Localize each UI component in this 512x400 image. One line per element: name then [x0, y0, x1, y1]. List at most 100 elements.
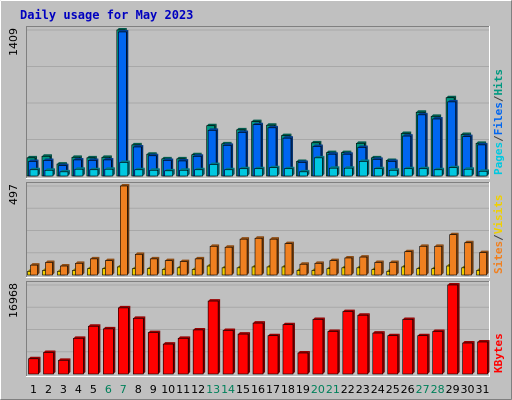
bar-files-day-11-top: [178, 158, 189, 161]
bar-kbytes-day-17-face: [267, 335, 279, 375]
bar-kbytes-day-19: [297, 351, 310, 375]
bar-pages-day-7-face: [119, 162, 129, 177]
bar-kbytes-day-13: [207, 299, 221, 375]
bar-sites-day-28-side: [441, 244, 444, 275]
bar-sites-day-2: [45, 260, 55, 276]
bar-files-day-28-side: [440, 117, 443, 176]
bar-kbytes-day-25-side: [397, 333, 400, 374]
bar-files-day-4-top: [73, 157, 84, 160]
bar-files-day-13-top: [208, 128, 219, 131]
x-tick-label: 5: [90, 383, 97, 396]
bar-pages-day-11-side: [187, 168, 190, 176]
x-tick-label: 13: [206, 383, 220, 396]
bar-hits-day-23-top: [356, 141, 367, 144]
bar-sites-day-19-top: [299, 262, 309, 265]
bar-kbytes-day-2: [43, 350, 56, 375]
bar-sites-day-6: [105, 258, 115, 276]
bar-sites-day-30-top: [464, 240, 474, 243]
bar-kbytes-day-7-side: [128, 305, 131, 374]
bar-kbytes-day-17: [267, 333, 280, 375]
bar-pages-day-25: [388, 168, 400, 177]
bar-sites-day-9-top: [150, 256, 160, 259]
bar-sites-day-20-side: [321, 261, 324, 275]
bar-files-day-26-top: [402, 134, 413, 137]
bar-sites-day-2-top: [45, 260, 55, 263]
bar-sites-day-4-face: [75, 263, 83, 276]
bar-kbytes-day-30: [462, 341, 475, 375]
x-tick-label: 30: [461, 383, 475, 396]
bar-sites-day-30-face: [464, 242, 472, 276]
bar-sites-day-15-side: [247, 237, 250, 275]
y-legend-part-0: Pages: [492, 142, 505, 175]
bar-hits-day-10-top: [161, 156, 172, 159]
bar-pages-day-17-side: [277, 165, 280, 176]
bar-sites-day-14-top: [225, 245, 235, 248]
x-tick-label: 1: [30, 383, 37, 396]
bar-pages-day-7-side: [127, 160, 130, 176]
bar-kbytes-day-6-face: [103, 328, 114, 375]
bar-sites-day-5-top: [90, 256, 100, 259]
bar-pages-day-29-top: [449, 165, 460, 168]
bar-kbytes-day-4-side: [83, 336, 86, 374]
bar-sites-day-24-top: [374, 260, 384, 263]
bar-pages-day-9-side: [157, 168, 160, 176]
bar-hits-day-30-top: [461, 132, 472, 135]
bar-sites-day-21-top: [329, 258, 339, 261]
bar-kbytes-day-22-side: [352, 309, 355, 374]
bar-kbytes-day-8-side: [143, 316, 146, 374]
bar-files-day-24-top: [372, 157, 383, 160]
bar-files-day-15-side: [246, 130, 249, 176]
bar-sites-day-22: [344, 255, 354, 276]
bar-sites-day-14-side: [232, 245, 235, 275]
bar-pages-day-16-top: [254, 166, 265, 169]
bar-sites-day-23: [359, 255, 369, 276]
bar-pages-day-28-face: [433, 169, 443, 177]
bar-kbytes-day-12-top: [193, 327, 206, 330]
bar-hits-day-12-top: [191, 152, 202, 155]
bar-pages-day-3-face: [59, 171, 69, 177]
bar-hits-day-3-top: [56, 162, 67, 165]
bar-pages-day-28: [433, 167, 445, 177]
bar-hits-day-27-top: [416, 110, 427, 113]
bar-pages-day-26-face: [403, 168, 413, 177]
bar-pages-day-2-side: [52, 168, 55, 176]
bar-sites-day-17-side: [276, 237, 279, 275]
bar-kbytes-day-28-face: [432, 331, 443, 375]
bar-kbytes-day-14-side: [233, 328, 236, 374]
y-max-label: 1409: [7, 28, 20, 56]
bar-sites-day-10-side: [172, 258, 175, 275]
bar-files-day-18: [282, 136, 293, 177]
bar-pages-day-21-top: [329, 166, 340, 169]
x-tick-label: 21: [326, 383, 340, 396]
bar-sites-day-29: [449, 232, 459, 276]
bar-files-day-2-top: [43, 158, 54, 161]
bar-sites-day-8-top: [135, 252, 145, 255]
bar-pages-day-26: [403, 166, 415, 177]
bar-pages-day-1: [29, 167, 40, 177]
bar-pages-day-23: [358, 159, 370, 177]
bar-kbytes-day-14: [222, 328, 236, 375]
bar-pages-day-16-face: [254, 168, 263, 177]
bar-hits-day-28-top: [431, 114, 442, 117]
bar-kbytes-day-12-face: [192, 329, 204, 375]
bar-kbytes-day-21: [327, 329, 340, 375]
x-tick-label: 19: [296, 383, 310, 396]
bar-files-day-7-side: [126, 29, 129, 176]
bar-kbytes-day-27: [417, 333, 430, 375]
bar-pages-day-27-top: [419, 166, 430, 169]
x-tick-label: 18: [281, 383, 295, 396]
bar-pages-day-6-face: [104, 168, 114, 177]
bar-hits-day-21-top: [326, 150, 337, 153]
bar-files-day-29-top: [447, 99, 458, 102]
bar-sites-day-14: [224, 245, 235, 276]
bar-kbytes-day-30-top: [462, 341, 475, 344]
bar-pages-day-28-side: [442, 167, 445, 176]
bar-pages-day-31-face: [478, 171, 488, 177]
bar-files-day-27: [417, 112, 428, 177]
bar-sites-day-7-side: [127, 184, 130, 275]
x-tick-label: 26: [401, 383, 415, 396]
bar-kbytes-day-1-top: [28, 356, 41, 359]
bar-kbytes-day-1-side: [38, 356, 41, 374]
bar-sites-day-16: [254, 236, 265, 276]
bar-hits-day-6-top: [101, 155, 112, 158]
